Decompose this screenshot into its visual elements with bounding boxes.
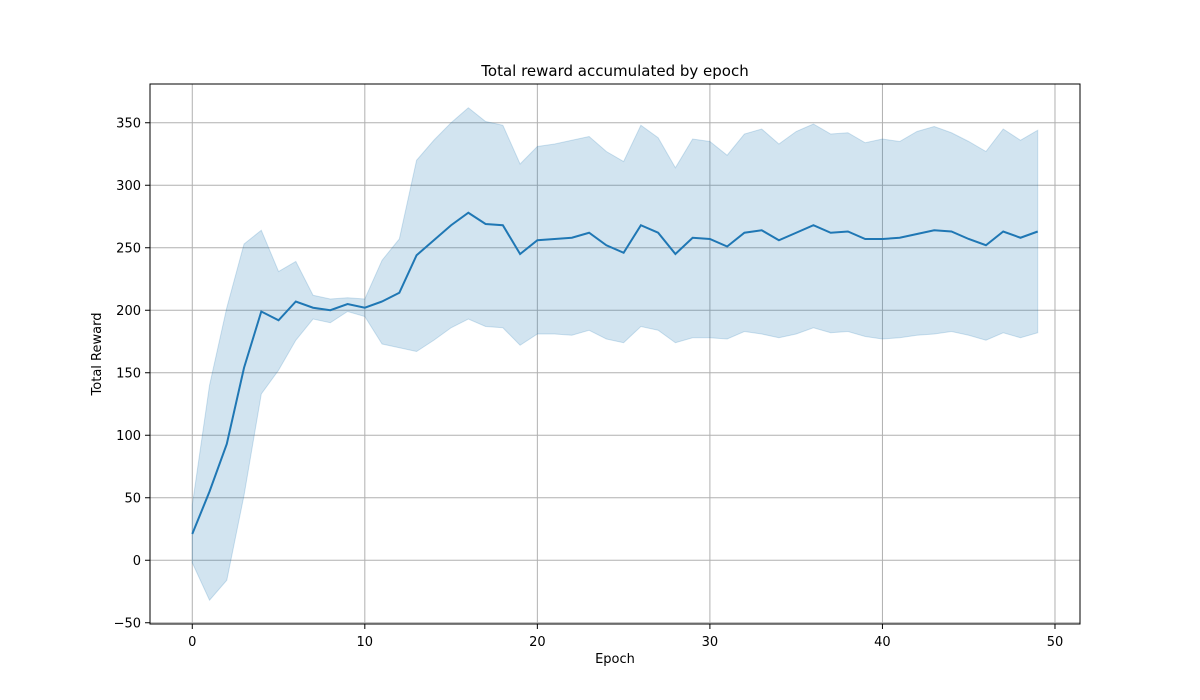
x-tick-label: 10 xyxy=(357,635,374,650)
y-tick-label: 50 xyxy=(124,491,141,506)
y-tick-label: −50 xyxy=(114,616,141,631)
mean-reward-line xyxy=(191,211,1039,535)
y-tick-label: 300 xyxy=(116,179,141,194)
y-tick-label: 350 xyxy=(116,116,141,131)
y-tick-label: 150 xyxy=(116,366,141,381)
y-axis-label: Total Reward xyxy=(90,313,105,397)
chart-title: Total reward accumulated by epoch xyxy=(480,62,748,80)
plot-frame xyxy=(149,83,1081,625)
x-tick-label: 50 xyxy=(1047,635,1064,650)
x-tick-label: 40 xyxy=(874,635,891,650)
y-tick-label: 0 xyxy=(133,554,141,569)
x-tick-label: 30 xyxy=(702,635,719,650)
y-tick-label: 200 xyxy=(116,304,141,319)
y-axis-ticks: −50 0 50 100 150 200 250 300 350 xyxy=(114,116,150,631)
x-axis-label: Epoch xyxy=(595,652,635,667)
x-axis-ticks: 0 10 20 30 40 50 xyxy=(188,624,1063,650)
confidence-band xyxy=(191,107,1039,602)
x-tick-label: 0 xyxy=(188,635,196,650)
y-tick-label: 250 xyxy=(116,241,141,256)
x-tick-label: 20 xyxy=(529,635,546,650)
grid xyxy=(150,84,1080,624)
y-tick-label: 100 xyxy=(116,429,141,444)
